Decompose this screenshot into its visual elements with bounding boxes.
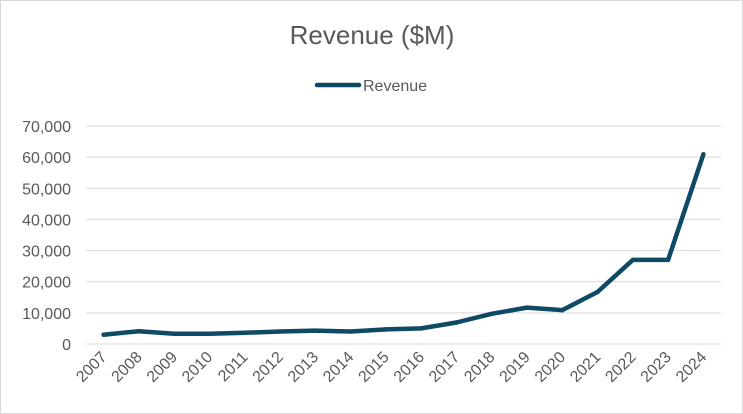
legend-label-revenue: Revenue <box>363 78 427 95</box>
x-tick-label: 2019 <box>497 349 534 386</box>
y-tick-label: 40,000 <box>22 212 71 229</box>
data-point-2018 <box>489 311 494 316</box>
x-tick-label: 2008 <box>109 349 146 386</box>
x-tick-label: 2012 <box>250 349 287 386</box>
x-tick-label: 2015 <box>356 349 393 386</box>
y-tick-label: 50,000 <box>22 181 71 198</box>
legend: Revenue <box>314 78 427 95</box>
data-point-2015 <box>383 327 389 332</box>
series-line-revenue <box>101 152 706 337</box>
chart-title: Revenue ($M) <box>290 20 455 50</box>
x-axis-ticks: 2007200820092010201120122013201420152016… <box>73 349 710 386</box>
x-tick-label: 2013 <box>285 349 322 386</box>
series-revenue <box>101 152 706 337</box>
data-point-2009 <box>171 331 177 336</box>
x-tick-label: 2014 <box>320 349 357 386</box>
x-tick-label: 2010 <box>179 349 216 386</box>
data-point-2019 <box>524 305 530 310</box>
y-axis-ticks: 0 10,000 20,000 30,000 40,000 50,000 60,000 70,… <box>22 119 71 354</box>
data-point-2023 <box>665 257 671 263</box>
data-point-2022 <box>630 257 636 263</box>
x-tick-label: 2009 <box>144 349 181 386</box>
x-tick-label: 2017 <box>426 349 463 386</box>
x-tick-label: 2020 <box>532 349 569 386</box>
x-tick-label: 2016 <box>391 349 428 386</box>
data-point-2020 <box>560 307 565 313</box>
data-point-2008 <box>136 329 142 334</box>
data-point-2013 <box>313 328 318 333</box>
y-tick-label: 10,000 <box>22 306 71 323</box>
x-tick-label: 2022 <box>602 349 639 386</box>
x-tick-label: 2011 <box>215 349 251 385</box>
y-tick-label: 20,000 <box>22 275 71 292</box>
data-point-2014 <box>348 329 353 334</box>
data-point-2012 <box>277 329 283 334</box>
y-tick-label: 70,000 <box>22 119 71 136</box>
y-tick-label: 30,000 <box>22 244 71 261</box>
y-tick-label: 60,000 <box>22 150 71 167</box>
data-point-2021 <box>595 289 600 295</box>
data-point-2011 <box>242 330 247 335</box>
x-tick-label: 2023 <box>638 349 675 386</box>
data-point-2017 <box>454 320 459 325</box>
data-point-2024 <box>701 152 706 157</box>
data-point-2016 <box>418 326 424 331</box>
x-tick-label: 2024 <box>673 349 710 386</box>
x-tick-label: 2007 <box>73 349 110 386</box>
data-point-2007 <box>101 332 106 337</box>
x-tick-label: 2018 <box>461 349 498 386</box>
gridlines <box>86 125 721 345</box>
data-point-2010 <box>207 331 212 336</box>
y-tick-label: 0 <box>62 337 71 354</box>
x-tick-label: 2021 <box>567 349 604 386</box>
